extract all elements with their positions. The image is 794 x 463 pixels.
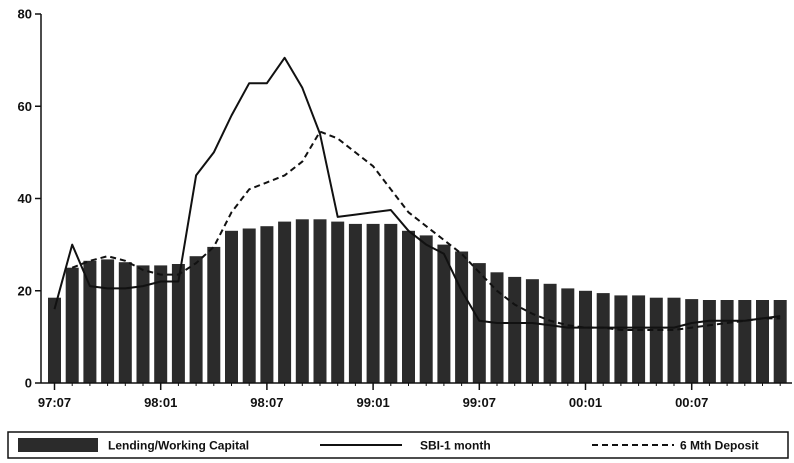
bar-97:10 <box>101 259 115 383</box>
legend-label-sbi-1-month: SBI-1 month <box>420 439 491 453</box>
x-tick-label: 00:01 <box>569 395 602 410</box>
bar-99:07 <box>472 263 486 383</box>
bar-98:03 <box>189 256 203 383</box>
bar-99:10 <box>525 279 539 383</box>
bar-99:01 <box>366 223 380 383</box>
bar-98:08 <box>278 221 292 383</box>
bar-series-lending <box>48 219 787 384</box>
bar-98:01 <box>154 265 168 383</box>
y-tick-label: 60 <box>18 99 32 114</box>
bar-99:12 <box>561 288 575 383</box>
y-tick-label: 0 <box>25 376 32 391</box>
legend-box <box>7 431 789 459</box>
line-sbi-1-month <box>53 56 781 329</box>
bar-98:02 <box>171 264 185 383</box>
bar-00:01 <box>579 290 592 384</box>
bar-99:03 <box>402 230 415 383</box>
bar-97:12 <box>136 265 150 383</box>
y-tick-label: 20 <box>18 283 32 298</box>
x-tick-label: 98:01 <box>144 395 177 410</box>
bar-00:04 <box>632 295 646 383</box>
bar-97:11 <box>118 262 132 383</box>
bar-98:09 <box>295 219 309 383</box>
line-6-mth-deposit <box>71 130 781 331</box>
bar-97:07 <box>48 297 61 383</box>
bar-98:05 <box>225 230 238 383</box>
legend-swatch-lending-working-capital <box>18 438 98 452</box>
bar-00:09 <box>720 300 734 383</box>
x-tick-label: 00:07 <box>675 395 708 410</box>
bar-99:08 <box>490 272 504 383</box>
bar-00:10 <box>738 300 752 383</box>
bar-00:08 <box>702 300 716 383</box>
bar-97:09 <box>83 260 97 383</box>
bar-99:02 <box>384 223 398 383</box>
legend: Lending/Working Capital SBI-1 month 6 Mth … <box>7 431 789 459</box>
bar-98:10 <box>313 219 327 383</box>
bar-99:11 <box>543 283 557 383</box>
x-tick-label: 99:01 <box>356 395 389 410</box>
y-tick-label: 40 <box>18 191 32 206</box>
bar-97:08 <box>65 267 79 383</box>
x-tick-label: 99:07 <box>463 395 496 410</box>
bar-00:12 <box>773 300 787 383</box>
bar-99:09 <box>508 276 522 383</box>
bar-00:02 <box>596 293 610 383</box>
bar-98:12 <box>348 223 362 383</box>
axes: 0 20 40 60 80 97:07 98:01 98:07 99:01 99:07 00:01 0… <box>18 7 792 410</box>
bar-98:11 <box>331 221 345 383</box>
y-tick-label: 80 <box>18 7 32 22</box>
bar-00:06 <box>667 297 681 383</box>
bar-98:06 <box>242 228 256 383</box>
bar-98:04 <box>207 246 221 383</box>
bar-00:05 <box>649 297 663 383</box>
bar-99:05 <box>437 244 451 383</box>
bar-99:04 <box>419 235 433 383</box>
bar-00:03 <box>614 295 628 383</box>
x-tick-label: 98:07 <box>250 395 283 410</box>
bar-00:11 <box>756 300 769 383</box>
bar-00:07 <box>685 299 699 383</box>
legend-label-lending-working-capital: Lending/Working Capital <box>108 439 249 453</box>
bar-99:06 <box>455 251 469 383</box>
bar-98:07 <box>260 226 274 383</box>
legend-label-6-mth-deposit: 6 Mth Deposit <box>680 439 759 453</box>
x-tick-label: 97:07 <box>38 395 71 410</box>
line-series-group <box>53 56 781 331</box>
